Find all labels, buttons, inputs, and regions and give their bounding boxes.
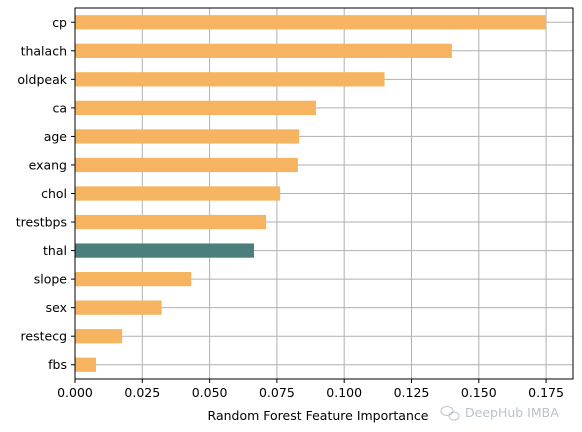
y-tick-label-fbs: fbs <box>48 357 67 372</box>
x-tick-label: 0.175 <box>528 385 564 400</box>
y-tick-label-sex: sex <box>46 300 67 315</box>
y-tick-label-restecg: restecg <box>21 329 67 344</box>
y-tick-label-oldpeak: oldpeak <box>17 72 67 87</box>
bars-group <box>75 15 547 372</box>
bar-exang <box>75 157 298 173</box>
bar-restecg <box>75 329 123 344</box>
bar-age <box>75 129 300 144</box>
x-tick-label: 0.025 <box>124 385 160 400</box>
x-tick-label: 0.100 <box>326 385 362 400</box>
bar-thal <box>75 243 255 258</box>
x-axis: 0.000 0.025 0.050 0.075 0.100 0.125 0.150 0.175 <box>57 379 564 400</box>
bar-ca <box>75 100 316 116</box>
x-tick-label: 0.075 <box>259 385 295 400</box>
bar-trestbps <box>75 214 267 230</box>
bar-oldpeak <box>75 72 385 87</box>
bar-thalach <box>75 43 452 58</box>
watermark: DeepHub IMBA <box>440 405 559 421</box>
y-tick-label-cp: cp <box>52 15 67 30</box>
y-tick-label-thalach: thalach <box>21 43 67 58</box>
bar-cp <box>75 15 547 30</box>
x-tick-label: 0.000 <box>57 385 93 400</box>
y-tick-label-slope: slope <box>34 272 68 287</box>
y-axis: cp thalach oldpeak ca age exang chol trestbps th… <box>16 15 75 372</box>
bar-fbs <box>75 357 96 372</box>
x-axis-title: Random Forest Feature Importance <box>208 408 429 423</box>
bar-slope <box>75 271 192 287</box>
x-tick-label: 0.125 <box>394 385 430 400</box>
x-tick-label: 0.050 <box>192 385 228 400</box>
bar-sex <box>75 300 162 315</box>
y-tick-label-age: age <box>44 129 68 144</box>
bar-chol <box>75 186 281 201</box>
y-tick-label-trestbps: trestbps <box>16 215 67 230</box>
x-tick-label: 0.150 <box>461 385 497 400</box>
y-tick-label-ca: ca <box>52 100 67 115</box>
y-tick-label-exang: exang <box>29 157 67 172</box>
wechat-icon <box>440 406 460 421</box>
y-tick-label-chol: chol <box>41 186 67 201</box>
watermark-text: DeepHub IMBA <box>465 405 559 420</box>
y-tick-label-thal: thal <box>43 243 67 258</box>
